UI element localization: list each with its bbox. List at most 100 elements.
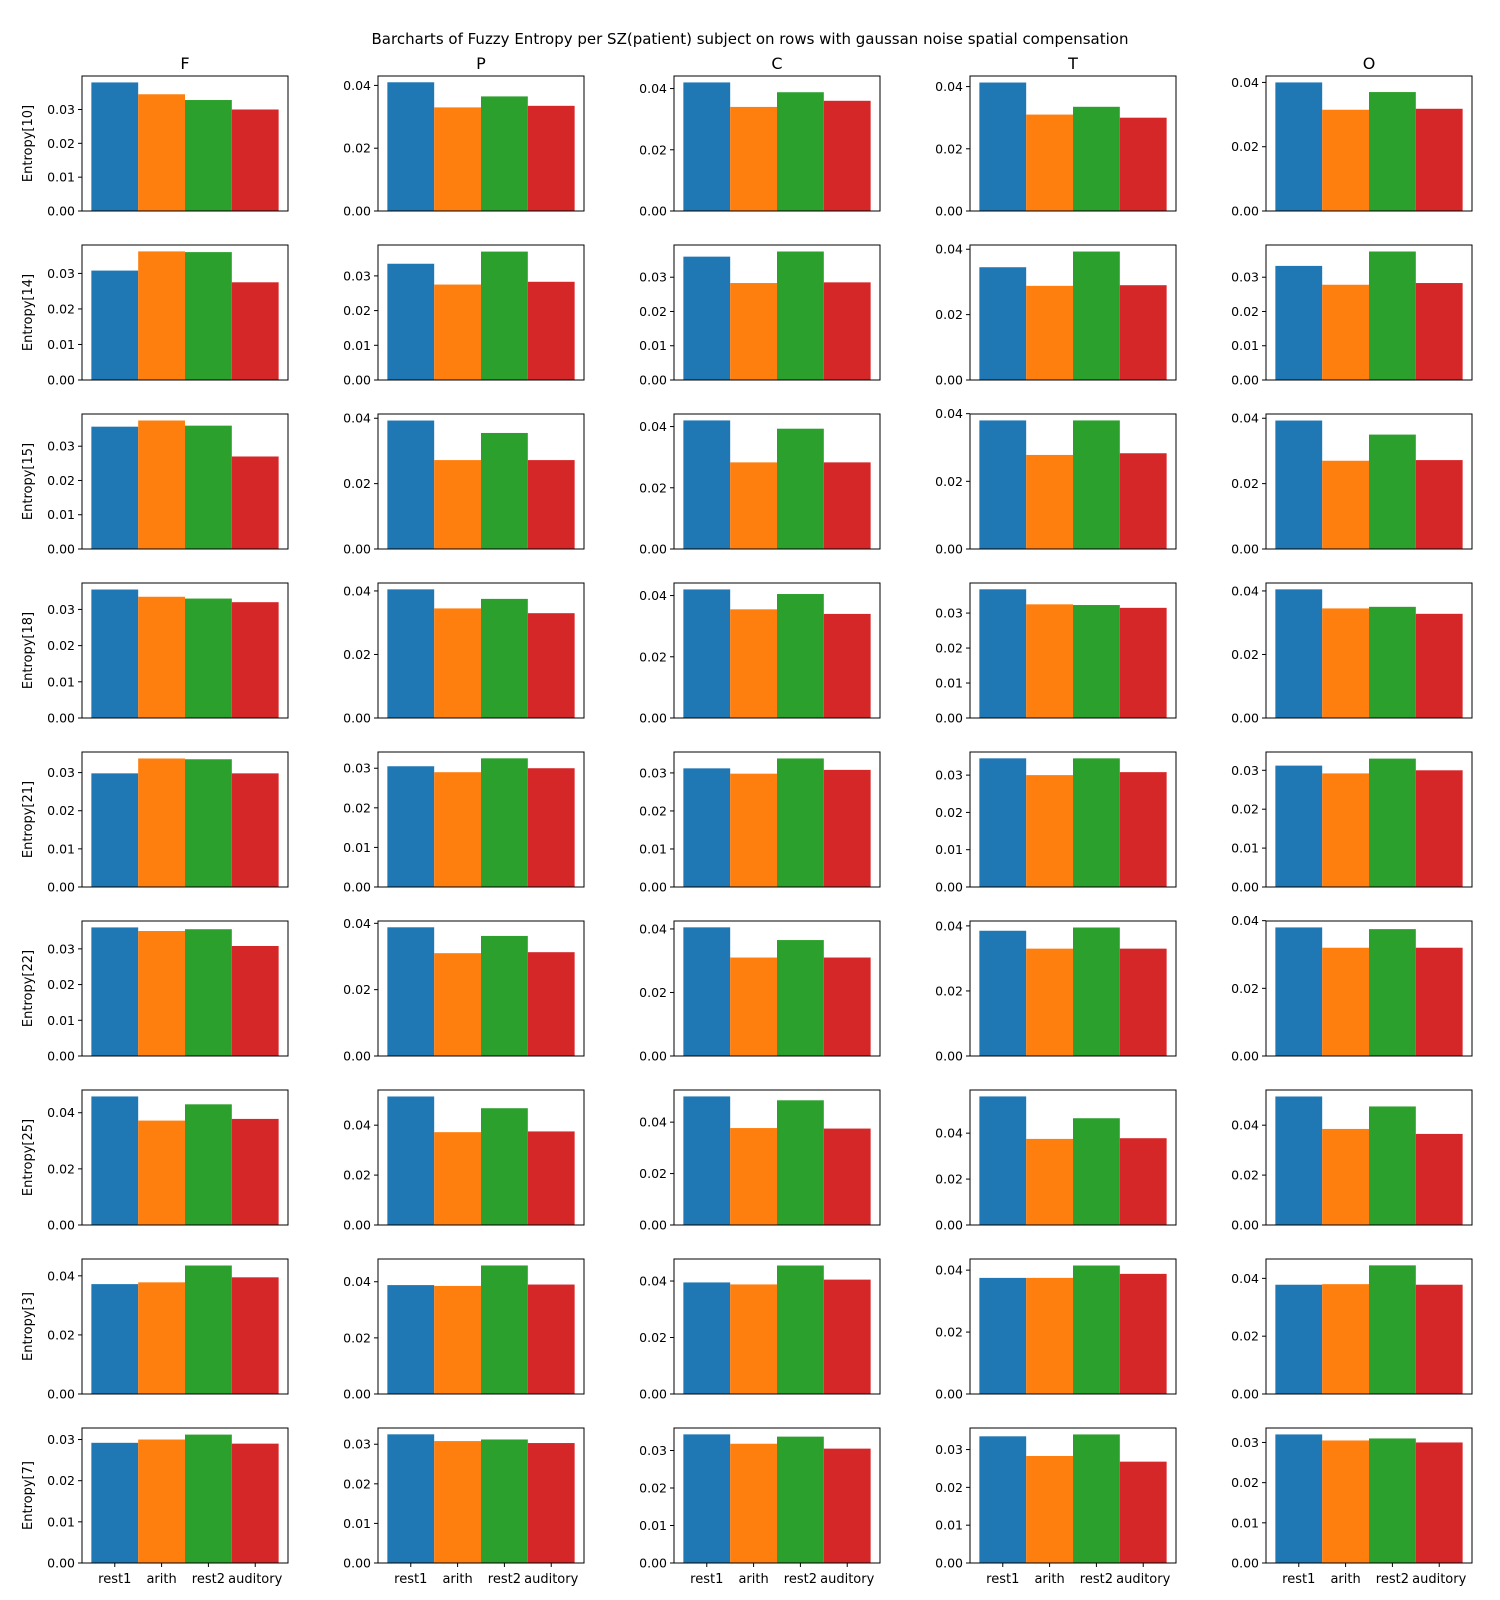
y-tick-label: 0.01 [1231, 338, 1259, 353]
panel-t-0: 0.00 0.02 0.04 [935, 75, 1177, 219]
y-tick-label: 0.01 [343, 840, 371, 855]
panel-t-3: 0.00 0.01 0.02 0.03 [935, 582, 1177, 726]
y-tick-label: 0.00 [935, 204, 963, 219]
panel-p-8: 0.00 0.01 0.02 0.03 rest1 arith rest2 auditory [343, 1427, 585, 1587]
y-tick-label: 0.04 [935, 242, 963, 257]
y-tick-label: 0.02 [935, 1480, 963, 1495]
axes-frame [377, 75, 585, 212]
axes-frame [673, 413, 881, 550]
bar-arith [138, 596, 185, 718]
bar-arith [730, 283, 777, 380]
y-tick-label: 0.00 [639, 1049, 667, 1064]
y-tick-label: 0.00 [343, 542, 371, 557]
panel-c-8: 0.00 0.01 0.02 0.03 rest1 arith rest2 auditory [639, 1427, 881, 1587]
bar-rest2 [481, 251, 528, 380]
bar-rest2 [1073, 758, 1120, 887]
x-tick-label: rest1 [1282, 1572, 1315, 1587]
y-tick-label: 0.00 [1231, 204, 1259, 219]
y-tick-label: 0.03 [1231, 270, 1259, 285]
x-tick-label: rest2 [784, 1572, 817, 1587]
y-tick-label: 0.01 [639, 841, 667, 856]
bar-rest1 [1275, 1096, 1323, 1225]
row-label: Entropy[14] [21, 274, 36, 351]
bar-rest2 [185, 598, 232, 718]
figure-title: Barcharts of Fuzzy Entropy per SZ(patien… [372, 30, 1129, 48]
y-tick-label: 0.02 [47, 136, 75, 151]
y-tick-label: 0.00 [343, 1556, 371, 1571]
bar-rest1 [683, 1282, 731, 1394]
row-label: Entropy[21] [21, 781, 36, 858]
bar-rest1 [91, 1284, 139, 1394]
row-label: Entropy[7] [21, 1461, 36, 1530]
y-tick-label: 0.02 [1231, 139, 1259, 154]
bar-rest1 [683, 589, 731, 718]
bar-rest1 [387, 82, 435, 211]
bar-rest2 [1369, 758, 1416, 887]
panel-c-5: 0.00 0.02 0.04 [639, 920, 881, 1064]
bar-rest2 [1369, 251, 1416, 380]
y-tick-label: 0.02 [1231, 304, 1259, 319]
bar-auditory [1119, 117, 1167, 211]
y-tick-label: 0.02 [639, 1481, 667, 1496]
bar-rest2 [1369, 1106, 1416, 1225]
y-tick-label: 0.03 [343, 761, 371, 776]
y-tick-label: 0.02 [343, 1168, 371, 1183]
bar-auditory [527, 1443, 575, 1563]
y-tick-label: 0.02 [47, 803, 75, 818]
y-tick-label: 0.03 [639, 765, 667, 780]
y-tick-label: 0.01 [47, 170, 75, 185]
x-tick-label: rest2 [488, 1572, 521, 1587]
axes-frame [377, 1258, 585, 1395]
bar-auditory [231, 109, 279, 211]
bar-arith [1322, 947, 1369, 1056]
y-tick-label: 0.04 [1231, 913, 1259, 928]
axes-frame [377, 244, 585, 381]
axes-frame [377, 751, 585, 888]
y-tick-label: 0.02 [1231, 1329, 1259, 1344]
y-tick-label: 0.02 [639, 142, 667, 157]
y-tick-label: 0.00 [343, 880, 371, 895]
axes-frame [673, 75, 881, 212]
bar-rest2 [1369, 434, 1416, 549]
x-tick-label: rest1 [986, 1572, 1019, 1587]
bar-auditory [1415, 613, 1463, 718]
column-title-o: O [1363, 54, 1376, 73]
y-tick-label: 0.04 [639, 921, 667, 936]
y-tick-label: 0.03 [343, 1437, 371, 1452]
axes-frame [673, 1258, 881, 1395]
axes-frame [673, 244, 881, 381]
panel-t-6: 0.00 0.02 0.04 [935, 1089, 1177, 1233]
bar-rest2 [1369, 1265, 1416, 1394]
bar-auditory [527, 952, 575, 1056]
y-tick-label: 0.04 [935, 918, 963, 933]
y-tick-label: 0.00 [47, 204, 75, 219]
bar-rest1 [387, 263, 435, 380]
bar-rest2 [777, 92, 824, 211]
row-label: Entropy[15] [21, 443, 36, 520]
panel-o-6: 0.00 0.02 0.04 [1231, 1089, 1473, 1233]
bar-rest2 [185, 425, 232, 549]
y-tick-label: 0.01 [47, 507, 75, 522]
y-tick-label: 0.03 [47, 765, 75, 780]
panel-f-0: 0.00 0.01 0.02 0.03 [47, 75, 289, 219]
bar-auditory [1415, 1442, 1463, 1563]
bar-rest2 [1073, 1265, 1120, 1394]
bar-arith [730, 462, 777, 549]
y-tick-label: 0.02 [935, 141, 963, 156]
y-tick-label: 0.00 [1231, 880, 1259, 895]
panel-f-6: 0.00 0.02 0.04 [47, 1089, 289, 1233]
bar-rest2 [1073, 106, 1120, 211]
y-tick-label: 0.01 [639, 1518, 667, 1533]
panel-p-2: 0.00 0.02 0.04 [343, 411, 585, 557]
row-label: Entropy[18] [21, 612, 36, 689]
bar-rest1 [979, 267, 1027, 380]
axes-frame [81, 1089, 289, 1226]
bar-auditory [823, 957, 871, 1056]
y-tick-label: 0.00 [47, 1556, 75, 1571]
bar-rest1 [91, 82, 139, 211]
y-tick-label: 0.01 [47, 841, 75, 856]
bar-rest1 [387, 1434, 435, 1563]
panel-p-3: 0.00 0.02 0.04 [343, 582, 585, 726]
y-tick-label: 0.00 [1231, 542, 1259, 557]
panel-c-3: 0.00 0.02 0.04 [639, 582, 881, 726]
